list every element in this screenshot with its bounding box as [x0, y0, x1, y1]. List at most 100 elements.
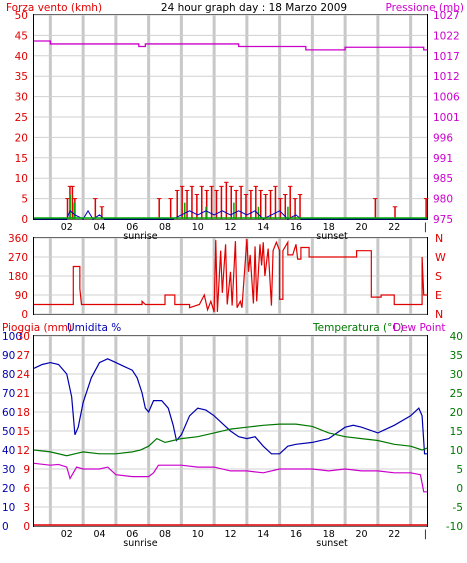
- wind-bar: [230, 186, 232, 219]
- wind-tick-label: 45: [15, 30, 28, 42]
- wind-tick-label: 35: [15, 71, 28, 83]
- hour-tick-label: 12: [224, 222, 236, 233]
- humidity-tick-label: 18: [17, 407, 30, 419]
- direction-tick-label: 180: [8, 271, 28, 283]
- sunrise-label: sunrise: [123, 538, 157, 549]
- wind-tick-label: 15: [15, 153, 28, 165]
- hour-tick-label: 02: [61, 222, 73, 233]
- pressure-tick-label: 975: [433, 214, 453, 226]
- pressure-tick-label: 1017: [433, 51, 460, 63]
- wind-bar: [279, 198, 282, 219]
- temperature-tick-label: 25: [450, 388, 463, 400]
- wind-average-line: [34, 209, 427, 220]
- hour-tick-label: 14: [257, 529, 269, 540]
- humidity-tick-label: 21: [17, 388, 30, 400]
- pressure-tick-label: 996: [433, 132, 453, 144]
- compass-label: S: [435, 270, 442, 283]
- temperature-line: [33, 423, 428, 457]
- rain-tick-label: 100: [2, 331, 22, 343]
- humidity-tick-label: 24: [17, 369, 31, 381]
- wind-bar: [196, 194, 198, 219]
- wind-bar: [259, 190, 262, 219]
- wind-tick-label: 20: [15, 132, 28, 144]
- direction-tick-label: 90: [15, 290, 28, 302]
- sunset-label: sunset: [316, 231, 348, 242]
- pressure-tick-label: 1001: [433, 112, 460, 124]
- wind-bar: [210, 186, 213, 219]
- wind-tick-label: 0: [21, 214, 28, 226]
- humidity-tick-label: 15: [17, 426, 30, 438]
- wind-bar: [220, 186, 223, 219]
- hour-tick-label: 18: [323, 222, 335, 233]
- wind-bar: [186, 190, 188, 219]
- temperature-tick-label: 10: [450, 445, 463, 457]
- wind-bar: [71, 186, 74, 219]
- wind-bar: [394, 206, 396, 219]
- gust-bar: [184, 202, 186, 219]
- hour-tick-label: 20: [355, 222, 367, 233]
- hour-tick-label: 10: [192, 222, 204, 233]
- temperature-tick-label: 35: [450, 350, 463, 362]
- graph-title: 24 hour graph day : 18 Marzo 2009: [161, 2, 347, 14]
- dewpoint-axis-title: Dew Point: [393, 322, 446, 334]
- humidity-tick-label: 12: [17, 445, 30, 457]
- hour-tick-label: 08: [159, 529, 171, 540]
- humidity-tick-label: 9: [23, 464, 30, 476]
- wind-tick-label: 5: [21, 194, 28, 206]
- hour-tick-label: 22: [388, 529, 400, 540]
- axis-label-layer: 0510152025303540455097598098599199610011…: [2, 10, 463, 549]
- pressure-tick-label: 1022: [433, 30, 460, 42]
- compass-label: N: [435, 308, 443, 321]
- temperature-tick-label: 30: [450, 369, 463, 381]
- wind-bar: [255, 186, 257, 219]
- wind-bar: [215, 190, 218, 219]
- temperature-tick-label: 15: [450, 426, 463, 438]
- gust-bar: [287, 206, 289, 219]
- wind-bar: [94, 198, 97, 219]
- wind-tick-label: 30: [15, 92, 28, 104]
- wind-bar: [250, 190, 252, 219]
- humidity-tick-label: 3: [23, 502, 30, 514]
- hour-tick-label: |: [424, 529, 427, 540]
- pressure-tick-label: 985: [433, 173, 453, 185]
- wind-bar: [289, 186, 291, 219]
- wind-bar: [299, 194, 301, 219]
- wind-bar: [225, 182, 228, 219]
- wind-axis-title: Forza vento (kmh): [6, 2, 102, 14]
- rain-tick-label: 60: [2, 407, 15, 419]
- wind-tick-label: 50: [15, 10, 28, 22]
- direction-line: [34, 239, 427, 313]
- wind-bar: [158, 198, 160, 219]
- wind-bar: [425, 198, 427, 219]
- humidity-line: [33, 358, 427, 455]
- wind-bar: [269, 190, 272, 219]
- temperature-tick-label: -10: [446, 521, 463, 533]
- wind-bar: [240, 186, 242, 219]
- temperature-tick-label: 0: [456, 483, 463, 495]
- pressure-axis-title: Pressione (mb): [385, 2, 464, 14]
- rain-tick-label: 70: [2, 388, 15, 400]
- wind-tick-label: 40: [15, 51, 28, 63]
- wind-bar: [181, 186, 183, 219]
- wind-bar: [66, 198, 69, 219]
- compass-label: E: [435, 289, 442, 302]
- humidity-tick-label: 30: [17, 331, 30, 343]
- rain-tick-label: 90: [2, 350, 15, 362]
- rain-tick-label: 30: [2, 464, 15, 476]
- wind-bar: [191, 186, 193, 219]
- temperature-tick-label: 40: [450, 331, 463, 343]
- wind-bar: [201, 186, 203, 219]
- wind-bar: [374, 198, 377, 219]
- series-layer: [33, 40, 429, 526]
- dewpoint-line: [33, 462, 427, 493]
- rain-tick-label: 80: [2, 369, 15, 381]
- hour-tick-label: 02: [61, 529, 73, 540]
- wind-bar: [101, 206, 103, 219]
- hour-tick-label: 18: [323, 529, 335, 540]
- wind-bar: [205, 190, 208, 219]
- direction-tick-label: 0: [21, 309, 28, 321]
- hour-tick-label: 22: [388, 222, 400, 233]
- hour-tick-label: |: [424, 222, 427, 233]
